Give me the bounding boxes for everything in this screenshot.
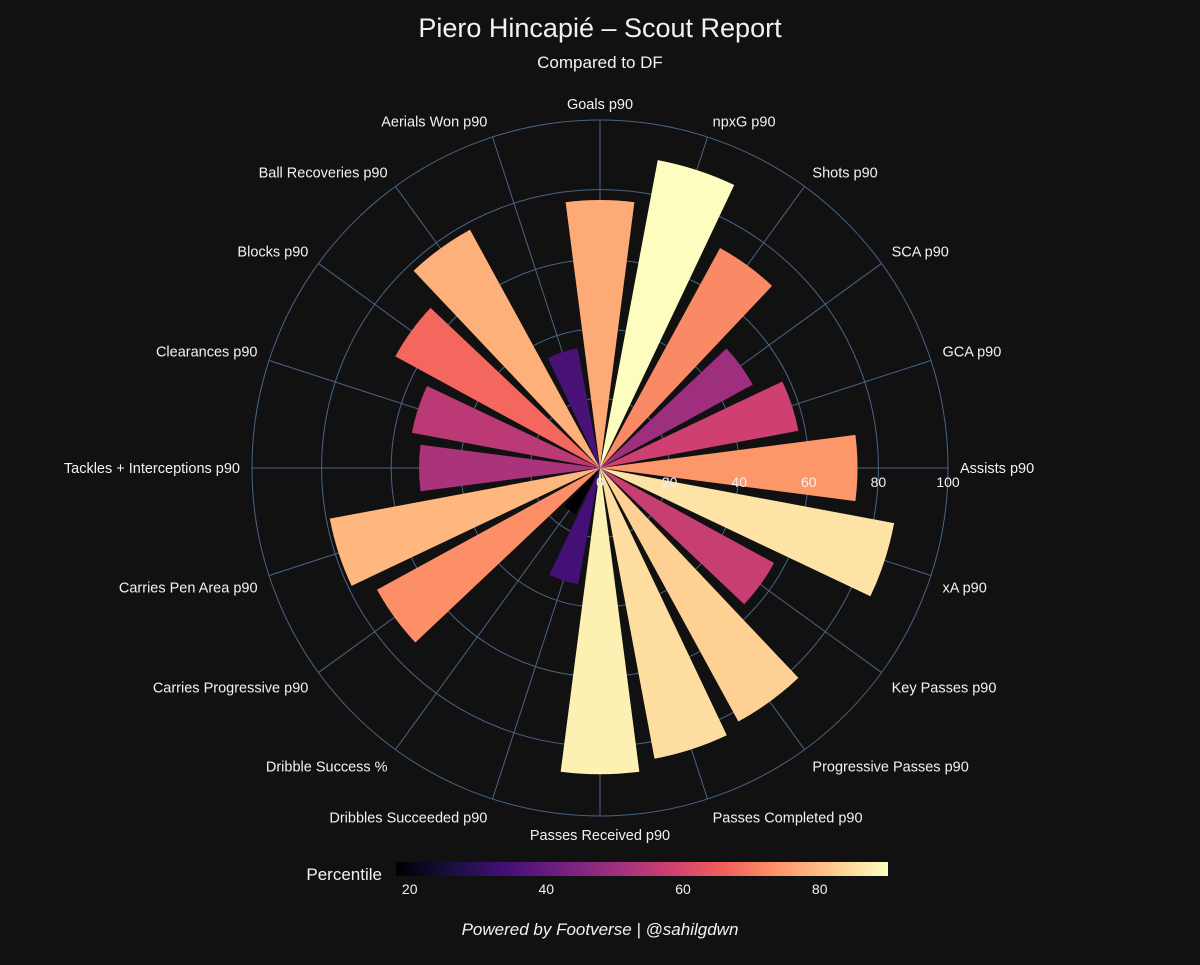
bar-key-passes-p90 [600, 468, 775, 605]
radial-tick-label: 100 [936, 474, 960, 490]
chart-subtitle: Compared to DF [537, 53, 663, 72]
radial-tick-labels: 0 20 40 60 80 100 [596, 474, 960, 490]
category-label: Dribbles Succeeded p90 [329, 810, 487, 826]
category-label: Ball Recoveries p90 [259, 165, 388, 181]
bar-passes-received-p90 [560, 468, 640, 775]
category-label: Carries Pen Area p90 [119, 581, 258, 597]
bars-group [329, 160, 895, 775]
category-labels: Goals p90 npxG p90 Shots p90 SCA p90 GCA p90… [64, 97, 1034, 844]
category-label: Blocks p90 [237, 245, 308, 261]
colorbar-tick-label: 20 [402, 881, 418, 897]
colorbar-title: Percentile [306, 865, 382, 884]
category-label: Clearances p90 [156, 344, 258, 360]
bar-passes-completed-p90 [600, 468, 727, 759]
colorbar-tick-label: 80 [812, 881, 828, 897]
bar-ball-recoveries-p90 [413, 229, 600, 468]
bar-sca-p90 [600, 348, 753, 468]
category-label: Tackles + Interceptions p90 [64, 461, 240, 477]
bar-npxg-p90 [600, 160, 735, 468]
bar-progressive-passes-p90 [600, 468, 799, 722]
category-label: Carries Progressive p90 [153, 680, 309, 696]
category-label: Goals p90 [567, 97, 633, 113]
category-label: Passes Completed p90 [713, 810, 863, 826]
category-label: Assists p90 [960, 461, 1034, 477]
footer-credit: Powered by Footverse | @sahilgdwn [462, 920, 739, 939]
bar-clearances-p90 [411, 385, 600, 468]
bar-blocks-p90 [395, 307, 600, 468]
bar-goals-p90 [565, 200, 635, 468]
bar-dribbles-succeeded-p90 [549, 468, 600, 585]
bar-aerials-won-p90 [547, 348, 600, 468]
radial-tick-label: 40 [731, 474, 747, 490]
bar-dribble-success [564, 468, 600, 514]
category-label: SCA p90 [892, 245, 949, 261]
bar-carries-progressive-p90 [377, 468, 600, 643]
bar-carries-pen-area-p90 [329, 468, 600, 586]
category-label: Aerials Won p90 [381, 115, 487, 131]
colorbar: Percentile 20 40 60 80 [306, 862, 888, 897]
category-label: GCA p90 [942, 344, 1001, 360]
category-label: Progressive Passes p90 [812, 760, 968, 776]
bar-tackles-interceptions-p90 [419, 444, 600, 492]
category-label: Passes Received p90 [530, 828, 670, 844]
radial-tick-label: 80 [871, 474, 887, 490]
category-label: npxG p90 [713, 115, 776, 131]
radial-tick-label: 60 [801, 474, 817, 490]
grid-spoke [395, 467, 601, 750]
bar-gca-p90 [600, 381, 799, 468]
radial-tick-label: 20 [662, 474, 678, 490]
colorbar-tick-label: 40 [539, 881, 555, 897]
radial-tick-label: 0 [596, 474, 604, 490]
category-label: Key Passes p90 [892, 680, 997, 696]
colorbar-gradient [396, 862, 888, 876]
bar-assists-p90 [600, 434, 858, 502]
bar-xa-p90 [600, 468, 895, 597]
colorbar-ticks: 20 40 60 80 [402, 881, 828, 897]
chart-title: Piero Hincapié – Scout Report [418, 13, 782, 43]
category-label: Shots p90 [812, 165, 877, 181]
colorbar-tick-label: 60 [675, 881, 691, 897]
bar-shots-p90 [600, 248, 773, 468]
category-label: Dribble Success % [266, 760, 388, 776]
category-label: xA p90 [942, 581, 986, 597]
